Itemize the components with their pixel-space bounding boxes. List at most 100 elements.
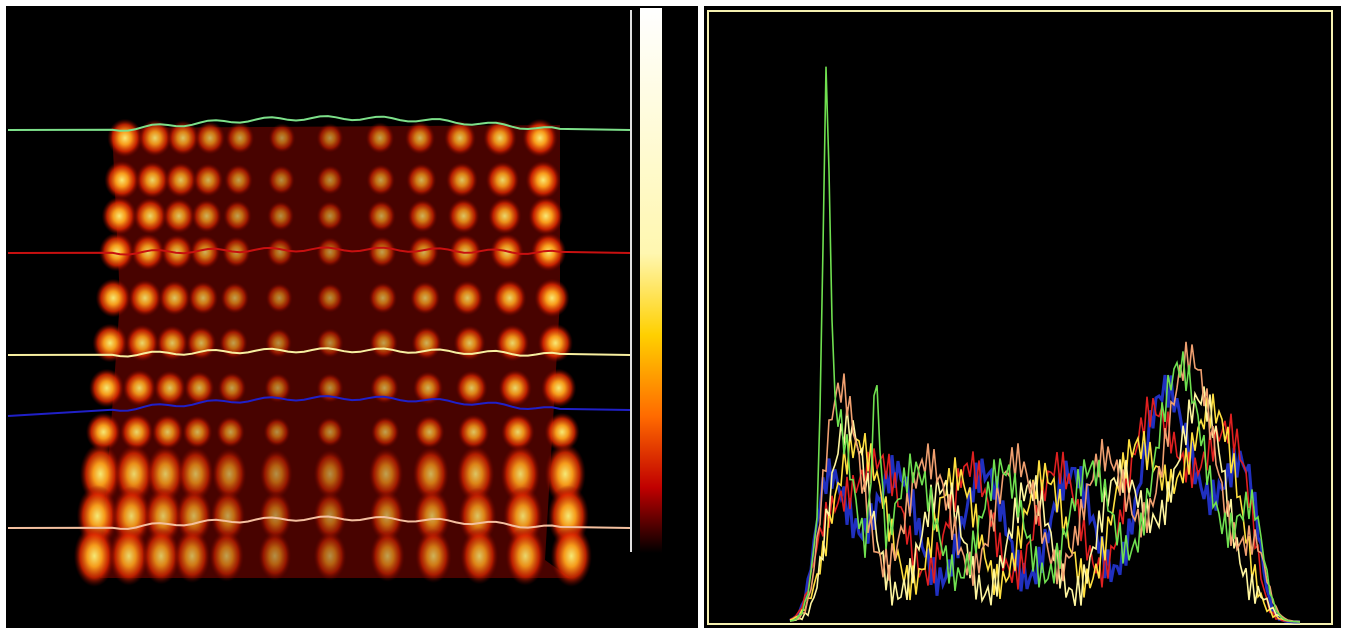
- blob: [404, 121, 436, 155]
- blob: [541, 368, 577, 408]
- blob: [225, 122, 255, 154]
- roi-line: [7, 246, 631, 256]
- blob: [528, 196, 564, 236]
- blob: [316, 237, 344, 267]
- blob-grid: [73, 118, 592, 587]
- roi-line: [7, 395, 631, 417]
- blob: [369, 490, 404, 542]
- blob: [162, 198, 195, 234]
- blob: [146, 445, 185, 503]
- roi-line: [7, 347, 631, 358]
- blob: [316, 123, 344, 153]
- blob: [89, 368, 125, 408]
- blob: [164, 162, 197, 198]
- blob: [447, 198, 480, 234]
- blob: [158, 280, 191, 316]
- blob: [485, 161, 520, 199]
- blob: [142, 527, 180, 585]
- blob: [457, 414, 490, 450]
- roi-line: [7, 515, 631, 530]
- profile-curve: [789, 386, 1300, 623]
- blob: [455, 370, 488, 406]
- blob: [501, 413, 535, 451]
- blob: [99, 232, 135, 272]
- blob: [85, 412, 122, 452]
- blob: [367, 236, 397, 268]
- blob: [365, 122, 395, 154]
- blob: [216, 416, 245, 448]
- blob: [151, 414, 184, 450]
- blob: [411, 326, 442, 360]
- blob: [268, 123, 296, 153]
- blob: [107, 118, 143, 158]
- blob: [368, 448, 404, 500]
- blob: [128, 279, 162, 317]
- blob: [371, 416, 400, 448]
- blob: [153, 370, 186, 406]
- blob: [184, 371, 215, 405]
- blob: [498, 369, 532, 407]
- blob: [190, 235, 221, 269]
- blob: [265, 283, 293, 313]
- blob: [101, 196, 137, 236]
- blob: [167, 120, 199, 156]
- blob: [73, 525, 115, 587]
- blob: [224, 164, 253, 196]
- blob: [211, 448, 247, 500]
- blob: [444, 120, 476, 156]
- blob: [415, 528, 452, 584]
- blob: [370, 530, 405, 582]
- blob: [369, 327, 398, 359]
- blob: [414, 488, 451, 544]
- blob: [209, 530, 244, 582]
- blob: [530, 232, 567, 272]
- blob: [550, 525, 592, 587]
- blob: [492, 279, 527, 317]
- blob: [219, 327, 248, 359]
- blob: [412, 371, 444, 405]
- blob: [258, 531, 292, 581]
- blob: [368, 282, 398, 314]
- profile-curve: [789, 396, 1300, 623]
- blob: [182, 415, 213, 449]
- blob: [537, 323, 573, 363]
- blob: [408, 235, 439, 269]
- colorbar: [640, 8, 662, 553]
- blob: [131, 233, 165, 271]
- blob: [135, 161, 170, 199]
- blob: [138, 119, 172, 157]
- blob: [446, 162, 478, 198]
- blob: [460, 527, 499, 585]
- profile-curves: [789, 66, 1301, 624]
- blob: [451, 280, 484, 316]
- blob: [544, 412, 580, 452]
- blob: [316, 165, 344, 195]
- profile-curve: [789, 66, 1301, 623]
- blob: [410, 281, 441, 315]
- blob: [525, 160, 561, 200]
- blob: [259, 449, 293, 499]
- blob: [316, 417, 344, 447]
- blob: [263, 417, 291, 447]
- blob: [316, 283, 344, 313]
- blob: [313, 531, 347, 581]
- profile-curve: [789, 341, 1301, 623]
- blob: [223, 200, 252, 232]
- blob: [119, 413, 154, 451]
- blob: [174, 528, 211, 584]
- roi-line: [7, 115, 631, 132]
- blob: [220, 282, 250, 314]
- blob: [177, 446, 214, 502]
- blob: [122, 369, 157, 407]
- blob: [194, 121, 226, 155]
- blob: [483, 119, 517, 157]
- blob: [316, 201, 344, 231]
- roi-lines: [7, 115, 631, 530]
- blob: [370, 372, 399, 404]
- plot-border: [707, 10, 1333, 625]
- blob: [487, 197, 522, 235]
- blob: [505, 526, 546, 586]
- blob: [259, 491, 292, 541]
- blob: [109, 526, 149, 586]
